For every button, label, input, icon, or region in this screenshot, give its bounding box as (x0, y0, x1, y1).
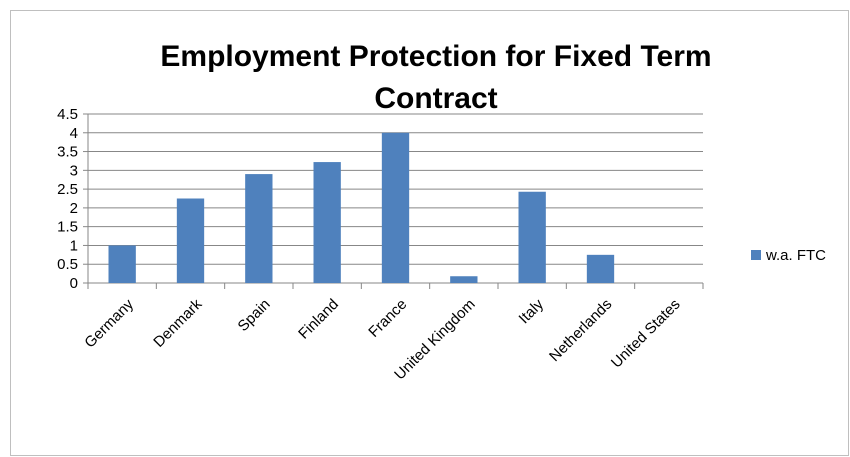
bar (176, 198, 205, 283)
y-tick-label: 2.5 (57, 181, 78, 198)
x-tick-label: Germany (81, 295, 137, 351)
chart-frame (10, 10, 849, 456)
bar (313, 162, 341, 283)
y-tick-label: 1.5 (57, 219, 78, 236)
y-tick-label: 0.5 (57, 256, 78, 273)
bar (586, 254, 615, 283)
x-tick-label: Netherlands (546, 296, 615, 365)
y-tick-label: 3.5 (57, 144, 78, 161)
x-tick-label: Italy (516, 295, 548, 327)
y-tick-label: 0 (70, 275, 78, 292)
y-tick-label: 4 (70, 125, 78, 142)
legend-label: w.a. FTC (765, 247, 826, 264)
x-tick-label: Finland (295, 296, 342, 343)
chart-title-line-2: Contract (374, 82, 497, 115)
y-tick-label: 4.5 (57, 106, 78, 123)
legend: w.a. FTC (751, 247, 826, 264)
x-tick-label: Spain (235, 296, 274, 335)
x-tick-label: Denmark (150, 295, 205, 350)
y-tick-label: 3 (70, 162, 78, 179)
x-tick-label: United States (608, 296, 684, 372)
legend-swatch (751, 250, 761, 260)
bars (108, 132, 615, 283)
y-axis: 0 0.5 11.5 2 2.5 33.5 4 4.5 (57, 106, 89, 292)
x-tick-label: France (365, 296, 410, 341)
chart-title-line-1: Employment Protection for Fixed Term (160, 40, 711, 73)
bar (245, 174, 273, 283)
bar (381, 132, 410, 283)
bar (518, 191, 546, 283)
y-tick-label: 2 (70, 200, 78, 217)
y-tick-label: 1 (70, 237, 78, 254)
bar (450, 276, 478, 283)
bar (108, 245, 136, 283)
